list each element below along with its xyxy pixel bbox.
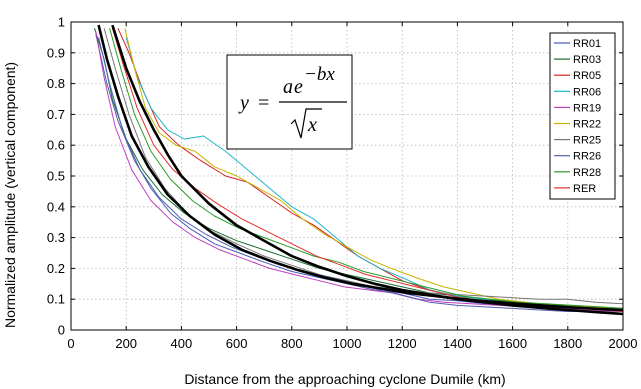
series-line-rer	[111, 28, 624, 312]
legend-label: RR05	[573, 70, 601, 82]
y-tick-label: 0.7	[47, 107, 65, 122]
y-tick-label: 0.8	[47, 76, 65, 91]
formula-exponent: −bx	[304, 64, 335, 85]
y-tick-label: 0.3	[47, 230, 65, 245]
legend-label: RR19	[573, 102, 601, 114]
series-layer	[94, 27, 624, 316]
formula-coefficient: a	[283, 76, 293, 98]
x-tick-label: 400	[171, 336, 193, 351]
y-tick-label: 0	[58, 323, 65, 338]
formula-lhs: y	[238, 92, 249, 114]
x-tick-label: 0	[67, 336, 74, 351]
x-tick-label: 200	[115, 336, 137, 351]
series-line-rr06	[125, 37, 623, 312]
legend-label: RR01	[573, 38, 601, 50]
y-tick-label: 0.4	[47, 199, 65, 214]
series-line-rr25	[103, 28, 624, 305]
series-line-rr22	[124, 28, 624, 309]
x-tick-label: 600	[226, 336, 248, 351]
x-tick-label: 1200	[388, 336, 417, 351]
x-tick-label: 1800	[553, 336, 582, 351]
formula-equals: =	[258, 92, 269, 114]
x-tick-label: 1000	[333, 336, 362, 351]
fit-curve	[111, 24, 624, 316]
series-line-rr05	[117, 27, 624, 316]
legend-label: RR26	[573, 151, 601, 163]
x-axis-label: Distance from the approaching cyclone Du…	[184, 371, 505, 387]
y-tick-label: 1	[58, 15, 65, 30]
series-line-rr03	[94, 28, 624, 309]
formula-sqrt-sign	[290, 108, 322, 139]
x-tick-label: 800	[281, 336, 303, 351]
x-tick-label: 1400	[443, 336, 472, 351]
legend-label: RR22	[573, 119, 601, 131]
legend-label: RR06	[573, 86, 601, 98]
legend-label: RR25	[573, 135, 601, 147]
x-tick-label: 1600	[498, 336, 527, 351]
y-tick-label: 0.9	[47, 45, 65, 60]
x-tick-label: 2000	[609, 336, 638, 351]
legend-label: RER	[573, 183, 596, 195]
legend-label: RR03	[573, 54, 601, 66]
y-tick-label: 0.2	[47, 261, 65, 276]
y-tick-label: 0.1	[47, 292, 65, 307]
fit-curve	[97, 24, 624, 312]
tick-layer: 0 200 400 600 800 1000 1200 1400 1600 1800 2000 0 0.…	[47, 15, 638, 352]
series-line-rr28	[109, 28, 624, 309]
y-tick-label: 0.6	[47, 138, 65, 153]
legend: RR01 RR03 RR05 RR06 RR19 RR22 RR25 RR26 RR28 RER	[549, 32, 616, 200]
y-tick-label: 0.5	[47, 169, 65, 184]
legend-label: RR28	[573, 167, 601, 179]
y-axis-label: Normalized amplitude (vertical component…	[2, 62, 18, 328]
fit-layer	[97, 24, 624, 316]
formula-radicand: x	[307, 114, 317, 136]
formula-base: e	[294, 76, 303, 98]
formula-annotation: y = a e −bx x	[226, 54, 353, 150]
series-line-rr26	[98, 37, 624, 314]
